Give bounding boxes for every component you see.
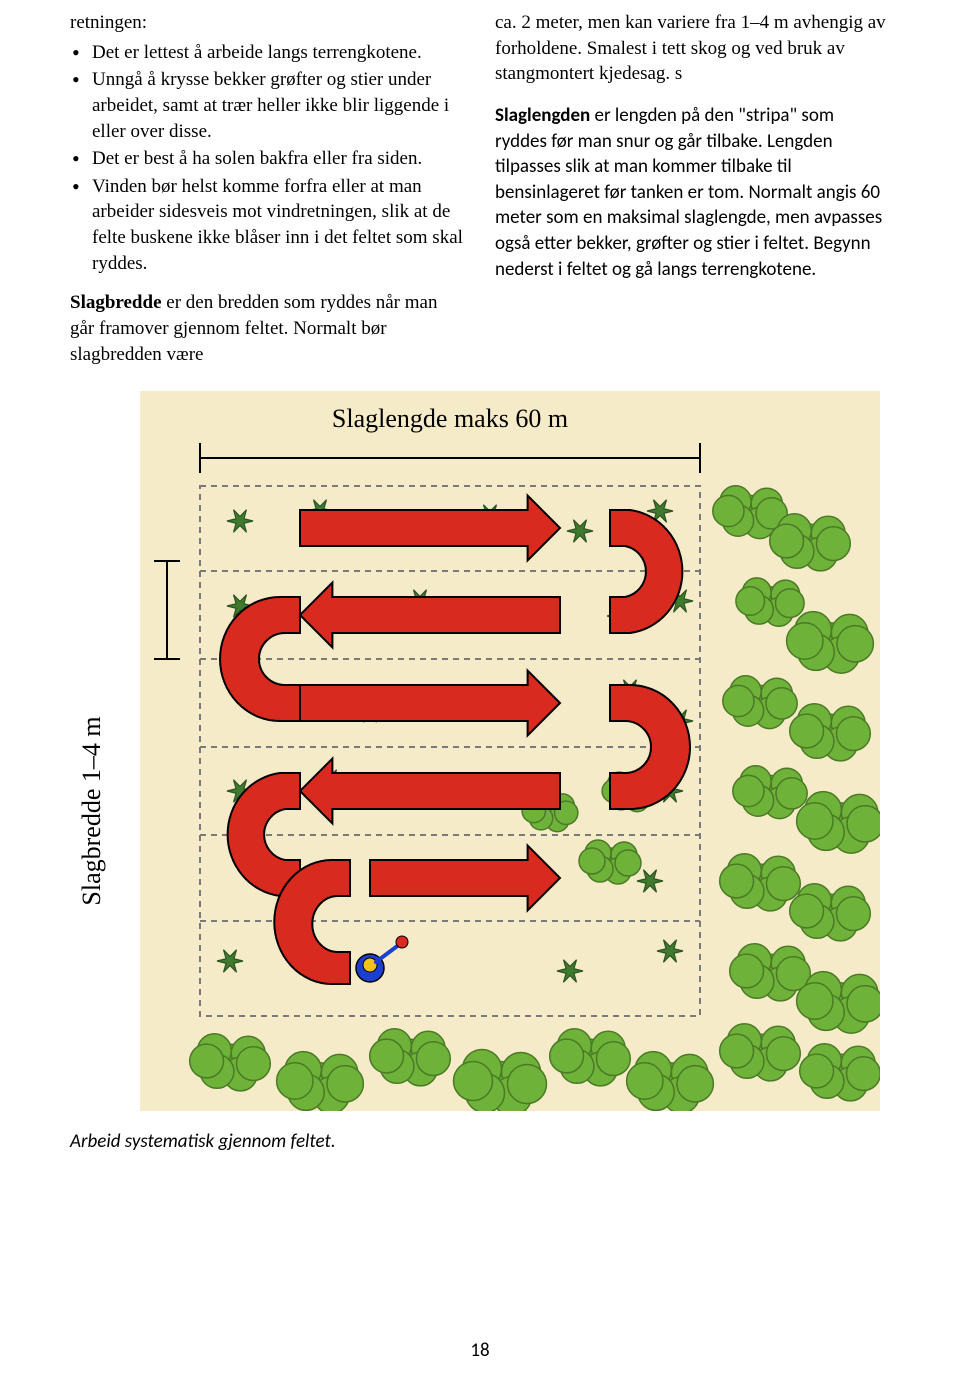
diagram-container: Slaglengde maks 60 m Slagbredde 1–4 m Arb… [70,391,880,1153]
bullet-item: Det er lettest å arbeide langs terrengko… [70,40,465,66]
field-diagram: Slaglengde maks 60 m Slagbredde 1–4 m [70,391,880,1111]
svg-text:Slagbredde 1–4 m: Slagbredde 1–4 m [77,717,106,906]
bullet-list: Det er lettest å arbeide langs terrengko… [70,40,465,277]
slagbredde-term: Slagbredde [70,292,162,313]
left-column: retningen: Det er lettest å arbeide lang… [70,10,465,371]
diagram-caption: Arbeid systematisk gjennom feltet. [70,1130,880,1153]
right-column: ca. 2 meter, men kan variere fra 1–4 m a… [495,10,890,371]
slaglengden-term: Slaglengden [495,104,590,127]
slaglengden-paragraph: Slaglengden er lengden på den "stripa" s… [495,103,890,282]
slaglengden-text: er lengden på den "stripa" som ryddes fø… [495,104,882,281]
bullet-item: Vinden bør helst komme forfra eller at m… [70,174,465,277]
bullet-item: Unngå å krysse bekker grøfter og stier u… [70,67,465,144]
bullet-item: Det er best å ha solen bakfra eller fra … [70,146,465,172]
page-number: 18 [0,1339,960,1362]
right-para1: ca. 2 meter, men kan variere fra 1–4 m a… [495,10,890,87]
intro-line: retningen: [70,10,465,36]
slagbredde-paragraph: Slagbredde er den bredden som ryddes når… [70,290,465,367]
svg-text:Slaglengde maks 60 m: Slaglengde maks 60 m [332,404,568,433]
